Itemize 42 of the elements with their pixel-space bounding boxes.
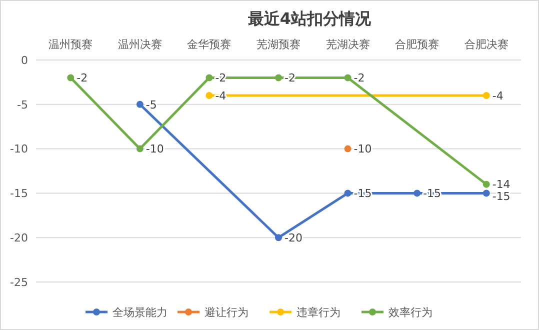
point <box>136 145 144 152</box>
point <box>414 190 421 197</box>
x-tick-label: 温州预赛 <box>48 38 93 51</box>
data-label: -4 <box>492 89 504 102</box>
point <box>344 190 352 197</box>
x-tick-label: 温州决赛 <box>118 38 162 51</box>
y-tick-label: -5 <box>17 98 28 112</box>
point <box>67 74 74 82</box>
data-label: -4 <box>215 89 226 102</box>
point <box>275 234 282 242</box>
point <box>482 92 490 100</box>
legend-label: 全场景能力 <box>112 306 168 319</box>
x-tick-label: 芜湖决赛 <box>326 38 370 51</box>
legend-label: 效率行为 <box>388 306 432 319</box>
point <box>206 92 213 100</box>
y-tick-label: -25 <box>10 276 28 289</box>
data-label: -10 <box>146 142 164 156</box>
legend-label: 违章行为 <box>296 306 340 319</box>
point <box>482 190 490 197</box>
point <box>206 74 213 82</box>
point <box>275 74 282 82</box>
y-tick-label: 0 <box>21 54 28 67</box>
data-label: -20 <box>284 231 302 244</box>
point <box>344 145 352 152</box>
data-label: -2 <box>354 72 365 85</box>
x-tick-label: 合肥预赛 <box>395 38 440 51</box>
data-label: -10 <box>354 142 372 156</box>
data-label: -14 <box>492 178 510 192</box>
point <box>136 100 144 108</box>
data-label: -2 <box>76 72 88 85</box>
y-tick-label: -10 <box>10 142 28 156</box>
y-tick-label: -15 <box>10 187 28 200</box>
x-tick-label: 合肥决赛 <box>464 38 508 51</box>
x-tick-label: 金华预赛 <box>187 38 232 51</box>
chart-title: 最近4站扣分情况 <box>246 9 372 28</box>
point <box>482 180 490 188</box>
data-label: -15 <box>492 190 510 204</box>
x-tick-label: 芜湖预赛 <box>256 38 300 51</box>
y-tick-label: -20 <box>10 231 28 244</box>
legend-label: 避让行为 <box>204 306 248 319</box>
data-label: -5 <box>146 98 157 112</box>
point <box>344 74 352 82</box>
